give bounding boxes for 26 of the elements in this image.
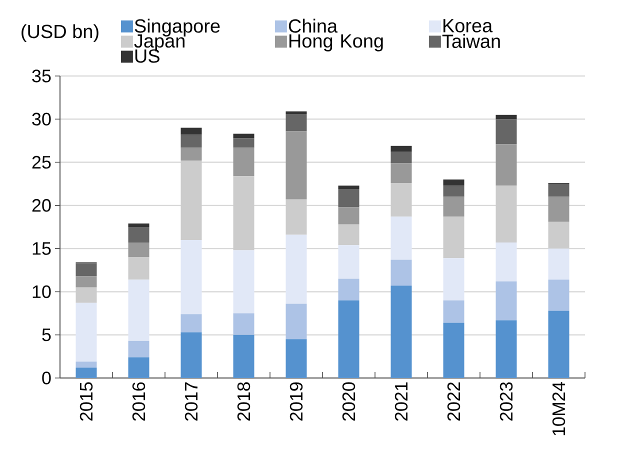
legend-label: Taiwan	[442, 34, 500, 48]
legend-label: US	[135, 49, 160, 63]
x-tick-label: 2020	[342, 382, 356, 421]
x-tick-label: 2023	[500, 382, 513, 421]
x-tick-label: 2022	[447, 382, 460, 421]
y-tick-label: 35	[32, 70, 51, 82]
y-tick-label: 0	[42, 372, 51, 384]
y-tick-label: 25	[32, 156, 51, 169]
y-tick-label: 10	[32, 285, 51, 298]
x-tick-label: 2017	[184, 382, 198, 421]
x-tick-label: 2019	[290, 382, 303, 421]
x-tick-label: 2016	[132, 382, 146, 421]
y-tick-label: 30	[32, 112, 51, 126]
y-axis-title: (USD bn)	[22, 24, 98, 42]
x-tick-label: 2015	[80, 382, 93, 421]
x-tick-label: 2018	[237, 382, 250, 421]
y-tick-label: 5	[42, 328, 51, 342]
legend-label: Singapore	[134, 18, 220, 36]
x-tick-label: 2021	[394, 382, 408, 421]
legend-label: Korea	[444, 19, 493, 32]
legend-label: Hong Kong	[290, 34, 383, 52]
y-tick-label: 15	[32, 242, 51, 255]
y-tick-label: 20	[32, 199, 51, 212]
x-tick-label: 10M24	[552, 382, 566, 436]
legend-label: China	[288, 18, 338, 33]
legend-label: Japan	[134, 34, 184, 52]
